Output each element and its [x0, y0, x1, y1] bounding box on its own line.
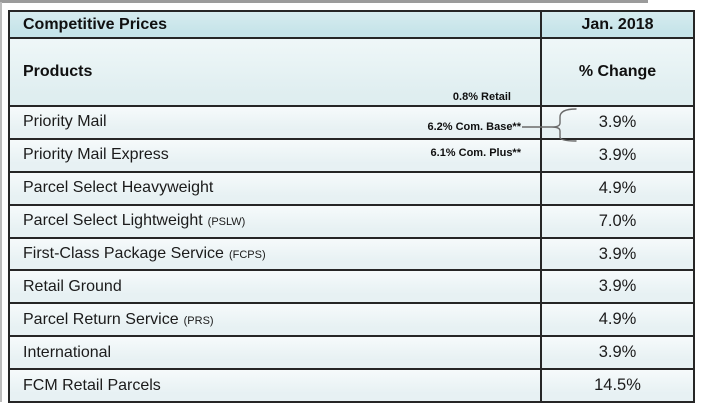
product-name: Parcel Return Service	[23, 310, 179, 328]
product-name: International	[23, 343, 112, 361]
product-abbrev: (PSLW)	[207, 216, 246, 229]
com-plus-note: 6.1% Com. Plus**	[430, 147, 521, 159]
product-name: Priority Mail	[23, 113, 107, 131]
column-header-row: Products % Change	[10, 39, 693, 107]
table-row: Priority Mail 3.9%	[10, 107, 693, 140]
product-cell: Parcel Select Lightweight (PSLW)	[10, 206, 540, 237]
change-cell: 3.9%	[540, 139, 693, 171]
table-row: Parcel Select Heavyweight 4.9%	[10, 172, 693, 206]
period-cell: Jan. 2018	[540, 12, 693, 37]
change-header: % Change	[578, 63, 657, 80]
competitive-prices-table: Competitive Prices Jan. 2018 Products % …	[8, 10, 695, 403]
change-cell: 4.9%	[540, 304, 693, 336]
product-name: Priority Mail Express	[23, 146, 169, 164]
change-cell: 3.9%	[540, 107, 693, 138]
table-body: Priority Mail 3.9% Priority Mail Express…	[10, 107, 693, 402]
brace-icon	[522, 108, 577, 142]
table-row: Retail Ground 3.9%	[10, 271, 693, 305]
product-abbrev: (FCPS)	[228, 249, 266, 261]
product-name: Parcel Select Heavyweight	[23, 179, 214, 197]
product-abbrev: (PRS)	[183, 314, 214, 327]
table-row: International 3.9%	[10, 337, 693, 371]
table-row: Priority Mail Express 3.9%	[10, 139, 693, 173]
com-base-note: 6.2% Com. Base**	[427, 121, 521, 133]
change-value: 4.9%	[598, 310, 637, 329]
change-cell: 3.9%	[540, 271, 693, 303]
table-row: First-Class Package Service (FCPS) 3.9%	[10, 238, 693, 272]
product-cell: Priority Mail	[10, 107, 540, 138]
change-cell: 3.9%	[540, 337, 693, 369]
product-name: Parcel Select Lightweight	[23, 212, 203, 230]
product-name: First-Class Package Service	[23, 245, 224, 262]
product-cell: Retail Ground	[10, 271, 540, 302]
table-row: Parcel Select Lightweight (PSLW) 7.0%	[10, 205, 693, 239]
change-value: 7.0%	[598, 211, 637, 230]
retail-rate-note: 0.8% Retail	[452, 91, 511, 103]
product-cell: Parcel Select Heavyweight	[10, 173, 540, 204]
table-row: FCM Retail Parcels 14.5%	[10, 370, 693, 402]
change-value: 3.9%	[598, 277, 637, 296]
product-name: Retail Ground	[23, 277, 122, 295]
change-cell: 4.9%	[540, 172, 693, 204]
change-header-cell: % Change	[540, 39, 693, 105]
change-value: 3.9%	[598, 145, 637, 164]
change-value: 14.5%	[594, 376, 641, 395]
left-edge-line	[0, 2, 2, 402]
change-cell: 14.5%	[540, 370, 693, 402]
brace-connector	[521, 106, 583, 149]
product-cell: International	[10, 337, 540, 368]
product-cell: First-Class Package Service (FCPS)	[10, 239, 540, 270]
table-title: Competitive Prices	[23, 15, 168, 33]
period-label: Jan. 2018	[581, 15, 654, 33]
products-header: Products	[23, 63, 93, 80]
product-cell: Priority Mail Express	[10, 140, 540, 171]
product-name: FCM Retail Parcels	[23, 376, 161, 394]
change-cell: 7.0%	[540, 205, 693, 237]
table-title-cell: Competitive Prices	[10, 12, 540, 37]
table-row: Parcel Return Service (PRS) 4.9%	[10, 304, 693, 338]
table-title-row: Competitive Prices Jan. 2018	[10, 12, 693, 39]
products-header-cell: Products	[10, 39, 540, 105]
change-value: 4.9%	[598, 178, 637, 197]
product-cell: FCM Retail Parcels	[10, 370, 540, 401]
commercial-rate-notes: 6.2% Com. Base** 6.1% Com. Plus**	[0, 108, 521, 173]
change-value: 3.9%	[598, 112, 637, 131]
top-edge-line	[0, 0, 648, 3]
product-cell: Parcel Return Service (PRS)	[10, 304, 540, 335]
change-cell: 3.9%	[540, 238, 693, 270]
change-value: 3.9%	[598, 244, 637, 263]
change-value: 3.9%	[598, 343, 637, 362]
